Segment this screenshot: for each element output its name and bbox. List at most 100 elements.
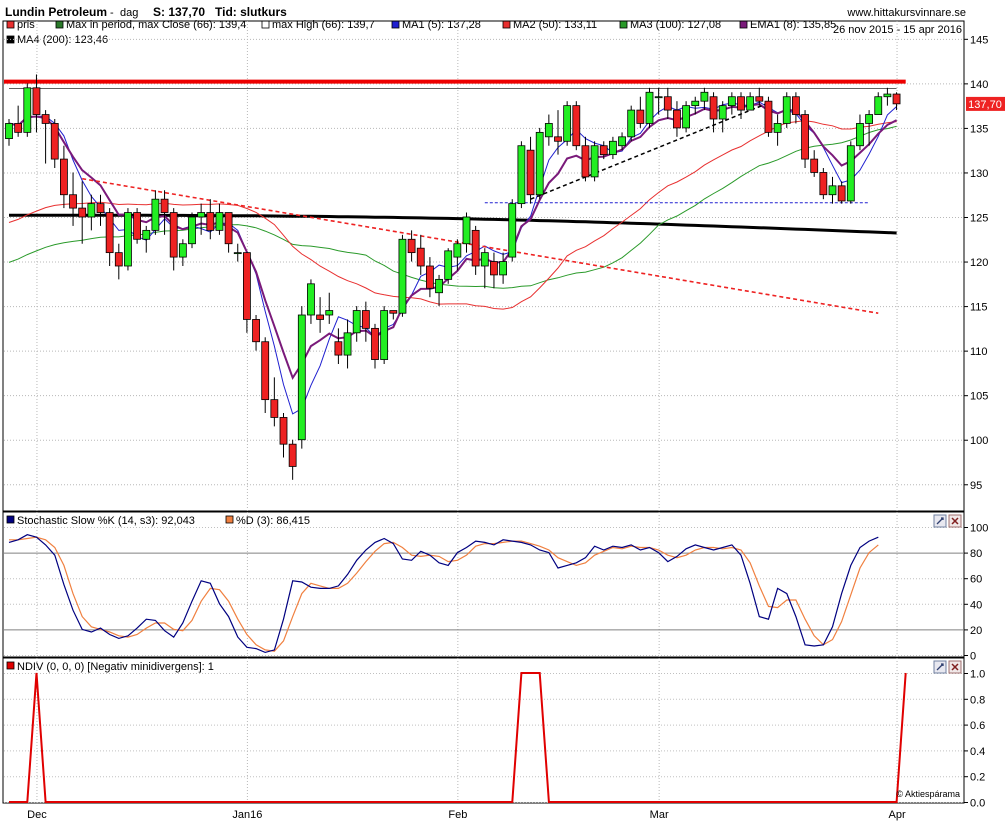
candle-down — [96, 203, 105, 213]
candle-down — [50, 123, 59, 160]
chart-header: Lundin Petroleum - dag S: 137,70 Tid: sl… — [5, 5, 966, 19]
legend-swatch — [6, 20, 15, 29]
candle-down — [252, 319, 260, 343]
candle-up — [563, 105, 572, 142]
stochastic-settings-icon[interactable] — [933, 514, 947, 528]
price-tick-label: 120 — [970, 257, 988, 269]
stoch-tick-label: 40 — [970, 599, 982, 611]
last-price-text: 137,70 — [968, 99, 1002, 111]
ndiv-settings-icon[interactable] — [933, 660, 947, 674]
ma3-line — [8, 125, 897, 289]
legend-swatch — [6, 515, 15, 524]
candle-down — [361, 310, 370, 329]
x-axis-labels: Dec Jan16 Feb Mar Apr — [27, 809, 906, 821]
candle-down — [316, 314, 325, 320]
candle-up — [727, 96, 736, 107]
candle-down — [737, 96, 745, 111]
price-tick-label: 145 — [970, 34, 988, 46]
stoch-tick-label: 100 — [970, 523, 988, 535]
stoch-k-line — [8, 534, 879, 654]
candle-up — [178, 243, 187, 258]
candle-up — [197, 212, 206, 218]
candle-up — [325, 310, 334, 316]
candle-down — [105, 212, 114, 254]
candle-down — [554, 136, 562, 142]
price-tick-label: 95 — [970, 480, 982, 492]
candle-up — [23, 87, 32, 133]
stochastic-panel — [2, 511, 965, 658]
legend-swatch — [391, 20, 400, 29]
candle-up — [462, 216, 471, 245]
down-trendline — [82, 177, 879, 315]
candle-down — [32, 87, 41, 115]
period-label: dag — [120, 7, 138, 19]
candle-down — [270, 399, 279, 418]
candle-down — [709, 96, 718, 120]
candle-up — [233, 252, 242, 255]
header-separator: - — [110, 7, 114, 19]
legend-label: %D (3): 86,415 — [236, 515, 310, 527]
legend-label: Stochastic Slow %K (14, s3): 92,043 — [17, 515, 195, 527]
candle-up — [773, 123, 782, 133]
candle-down — [160, 198, 169, 213]
candle-up — [883, 93, 892, 98]
ndiv-axis-ticks: 0.0 0.2 0.4 0.6 0.8 1.0 — [964, 669, 985, 810]
candle-up — [480, 252, 489, 267]
candle-down — [764, 100, 773, 133]
price-tick-label: 110 — [970, 346, 988, 358]
watermark: © Aktiespárama — [896, 789, 960, 799]
time-label: Tid: slutkurs — [215, 5, 287, 19]
candle-down — [892, 93, 901, 105]
stochastic-axis-ticks: 0 20 40 60 80 100 — [964, 523, 988, 663]
candle-down — [288, 443, 297, 467]
candle-up — [124, 212, 132, 267]
candle-down — [801, 114, 809, 160]
ndiv-close-icon[interactable] — [948, 660, 962, 674]
candle-up — [343, 332, 352, 356]
legend-swatch — [55, 20, 64, 29]
ndiv-tick-label: 0.4 — [970, 746, 985, 758]
candle-down — [69, 194, 77, 209]
candle-down — [133, 212, 142, 240]
legend-label: MA1 (5): 137,28 — [402, 19, 481, 31]
stoch-tick-label: 60 — [970, 574, 982, 586]
candle-down — [407, 238, 416, 254]
stock-name: Lundin Petroleum — [5, 5, 107, 19]
up-trendline — [530, 102, 769, 200]
candle-down — [169, 212, 178, 258]
candle-up — [453, 243, 462, 258]
candle-down — [490, 261, 498, 276]
candle-down — [819, 172, 828, 196]
candle-up — [627, 109, 636, 138]
candle-up — [517, 145, 526, 205]
price-label: S: 137,70 — [153, 5, 205, 19]
price-tick-label: 135 — [970, 123, 988, 135]
legend-label: EMA1 (8): 135,85 — [750, 19, 836, 31]
candle-up — [654, 96, 663, 99]
price-tick-label: 130 — [970, 168, 988, 180]
ndiv-tick-label: 0.2 — [970, 772, 985, 784]
ndiv-lines — [9, 672, 907, 803]
ndiv-tick-label: 0.0 — [970, 798, 985, 810]
site-url: www.hittakursvinnare.se — [846, 7, 966, 19]
candle-up — [87, 203, 96, 218]
candle-down — [114, 252, 123, 267]
candle-up — [297, 314, 306, 441]
candle-up — [700, 91, 709, 102]
x-tick-label: Jan16 — [232, 809, 262, 821]
legend-swatch — [225, 515, 234, 524]
candle-up — [307, 283, 315, 316]
candle-down — [78, 207, 87, 218]
candle-down — [416, 247, 425, 267]
candle-down — [14, 123, 23, 133]
candle-up — [435, 278, 443, 294]
candle-down — [837, 185, 846, 202]
ndiv-tick-label: 1.0 — [970, 669, 985, 681]
stochastic-close-icon[interactable] — [948, 514, 962, 528]
candle-down — [526, 149, 535, 196]
candle-up — [691, 100, 700, 107]
candle-up — [865, 114, 873, 124]
price-tick-label: 105 — [970, 391, 988, 403]
legend-swatch — [6, 661, 15, 670]
